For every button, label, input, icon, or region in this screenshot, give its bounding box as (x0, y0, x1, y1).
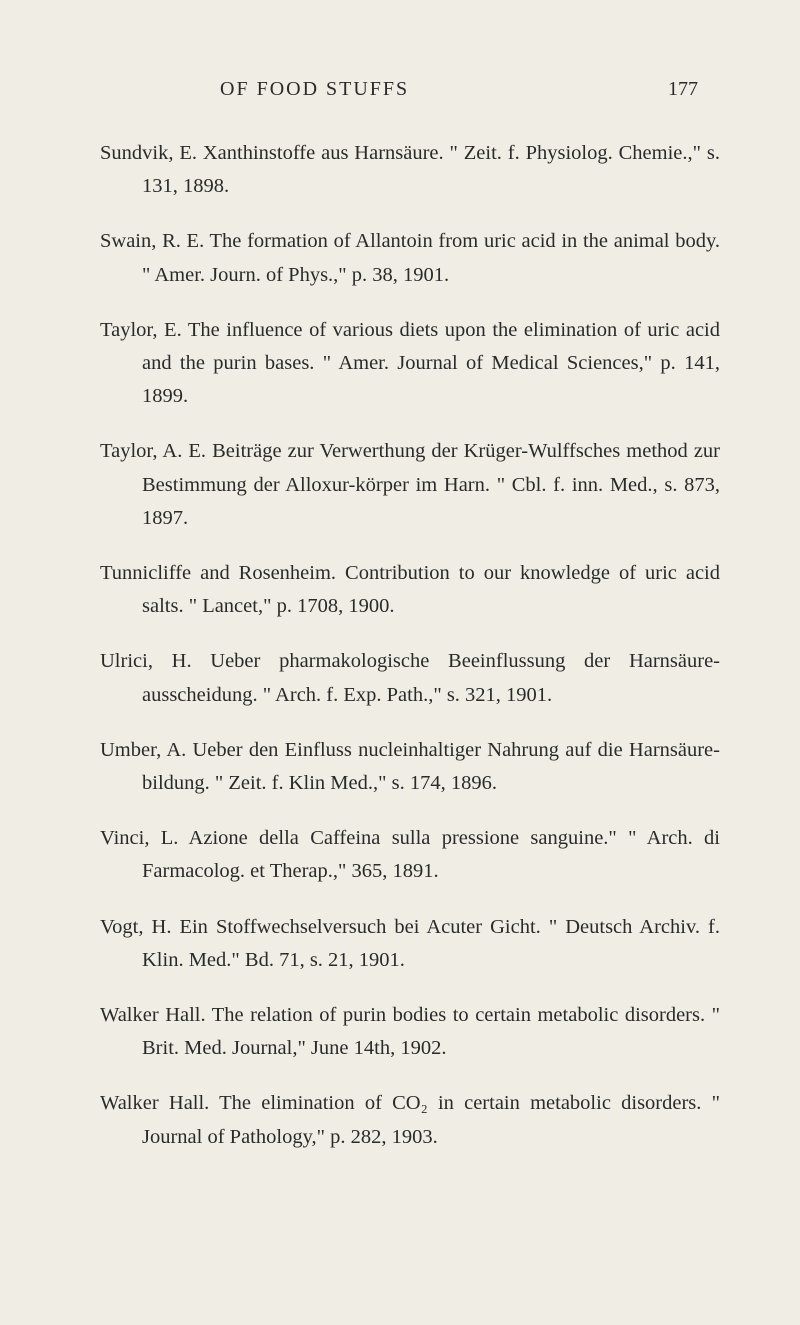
bibliography-entry: Swain, R. E. The formation of Allantoin … (100, 225, 720, 291)
page-header: OF FOOD STUFFS 177 (100, 78, 720, 101)
bibliography-entries: Sundvik, E. Xanthinstoffe aus Harnsäure.… (100, 137, 720, 1154)
bibliography-entry: Walker Hall. The elimination of CO₂ in c… (100, 1087, 720, 1153)
bibliography-entry: Vinci, L. Azione della Caffeina sulla pr… (100, 822, 720, 888)
bibliography-entry: Sundvik, E. Xanthinstoffe aus Harnsäure.… (100, 137, 720, 203)
page-number: 177 (668, 78, 698, 101)
bibliography-entry: Tunnicliffe and Rosenheim. Contribution … (100, 557, 720, 623)
bibliography-entry: Taylor, A. E. Beiträge zur Verwerthung d… (100, 435, 720, 535)
bibliography-entry: Taylor, E. The influence of various diet… (100, 314, 720, 414)
bibliography-entry: Umber, A. Ueber den Einfluss nucleinhalt… (100, 734, 720, 800)
bibliography-entry: Ulrici, H. Ueber pharmakologische Beeinf… (100, 645, 720, 711)
page-title: OF FOOD STUFFS (220, 78, 409, 101)
bibliography-entry: Vogt, H. Ein Stoffwechselversuch bei Acu… (100, 911, 720, 977)
bibliography-entry: Walker Hall. The relation of purin bodie… (100, 999, 720, 1065)
